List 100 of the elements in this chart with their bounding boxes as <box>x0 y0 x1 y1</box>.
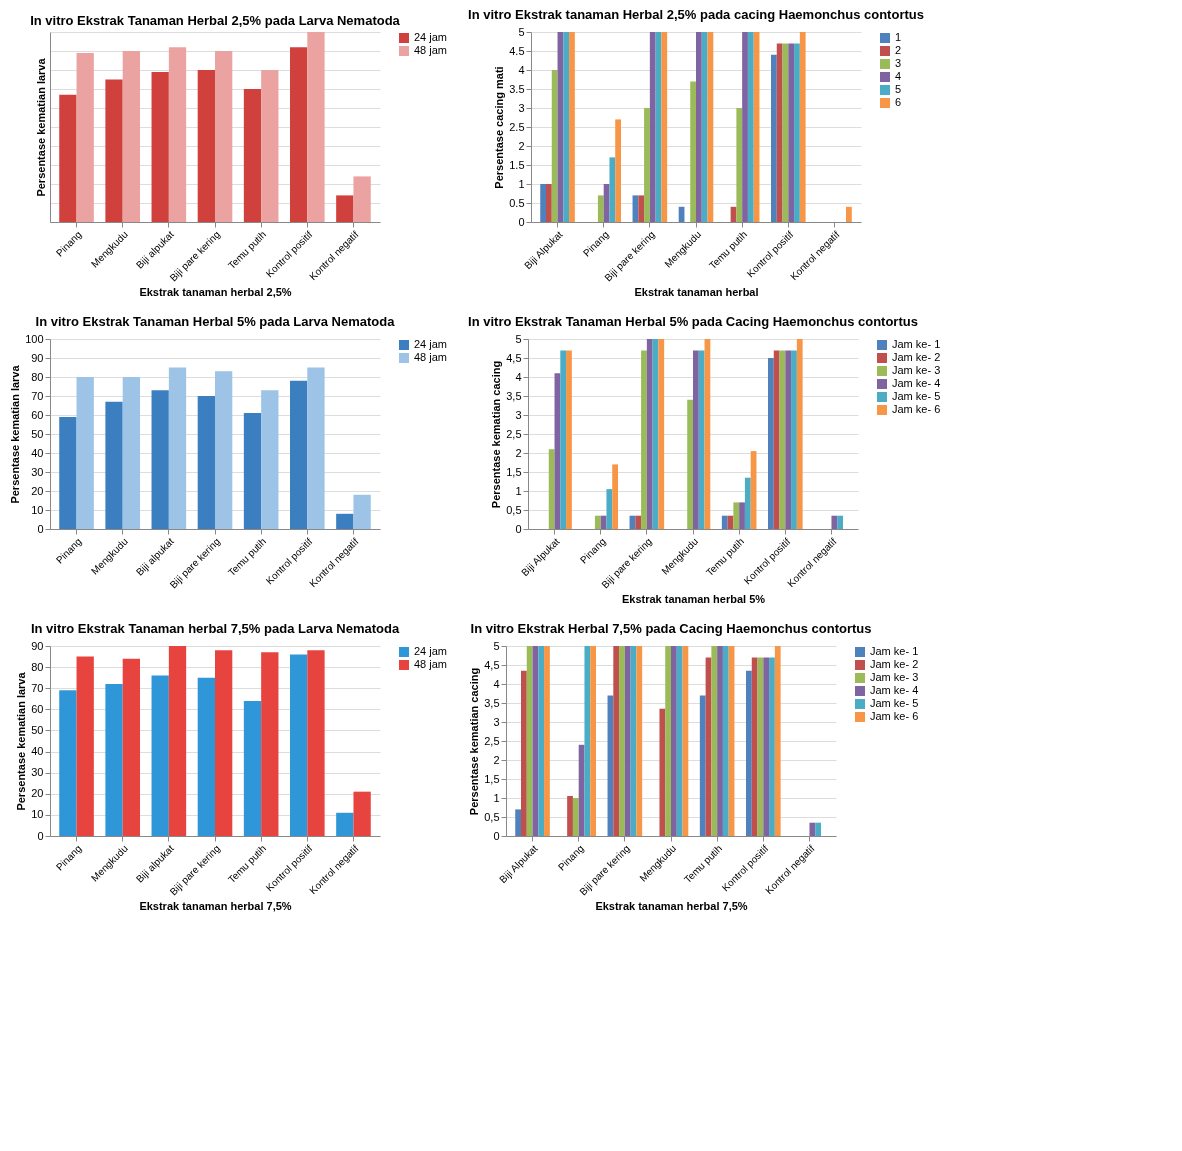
bar <box>215 371 233 529</box>
y-tick-label: 3 <box>518 101 525 114</box>
bar <box>151 675 169 836</box>
chart-title: In vitro Ekstrak Tanaman herbal 7,5% pada Larva Nematoda <box>30 621 400 636</box>
bar <box>197 396 215 529</box>
y-tick-label: 2 <box>518 139 525 152</box>
y-tick-label: 3 <box>515 408 522 421</box>
y-tick-label: 4,5 <box>484 658 500 671</box>
bar <box>594 515 601 529</box>
y-tick-label: 20 <box>31 484 44 497</box>
bar <box>665 646 671 836</box>
legend-label: 3 <box>895 57 902 69</box>
bar <box>526 646 533 836</box>
bar <box>290 380 308 529</box>
y-tick-label: 4 <box>493 677 500 690</box>
y-tick-label: 4 <box>515 370 522 383</box>
y-tick-label: 2,5 <box>506 427 522 440</box>
y-tick-label: 50 <box>31 427 44 440</box>
legend-label: Jam ke- 6 <box>870 710 919 722</box>
bar <box>609 157 616 222</box>
bar <box>597 195 604 222</box>
bar <box>791 350 797 529</box>
chart-title: In vitro Ekstrak Tanaman Herbal 5% pada Larva Nematoda <box>35 314 396 329</box>
y-tick-label: 4.5 <box>509 44 525 57</box>
bar <box>243 89 262 222</box>
bar <box>785 350 792 529</box>
legend-label: Jam ke- 2 <box>870 658 919 670</box>
bar <box>636 646 643 836</box>
bar <box>776 43 783 222</box>
bar <box>168 646 187 836</box>
y-tick-label: 0 <box>518 215 525 228</box>
y-tick-label: 1 <box>518 177 525 190</box>
bar <box>551 70 558 222</box>
legend-label: Jam ke- 4 <box>892 377 941 389</box>
bar <box>336 195 354 222</box>
chart-title: In vitro Ekstrak tanaman Herbal 2,5% pada cacing Haemonchus contortus <box>468 7 924 22</box>
bar <box>122 51 140 222</box>
y-tick-label: 2.5 <box>509 120 525 133</box>
y-tick-label: 2,5 <box>484 734 500 747</box>
bar <box>661 32 668 222</box>
bar <box>646 339 653 529</box>
y-tick-label: 40 <box>31 745 44 758</box>
y-tick-label: 100 <box>25 332 44 345</box>
bar <box>763 657 770 836</box>
y-tick-label: 0 <box>515 522 522 535</box>
legend-label: Jam ke- 3 <box>870 671 919 683</box>
bar <box>261 70 279 222</box>
y-tick-label: 5 <box>493 639 500 652</box>
bar <box>809 822 816 836</box>
y-tick-label: 70 <box>31 681 44 694</box>
bar <box>774 646 781 836</box>
bar <box>615 119 621 222</box>
legend-label: 24 jam <box>414 31 448 43</box>
bar <box>584 646 591 836</box>
bar <box>76 656 94 836</box>
y-tick-label: 2 <box>493 753 500 766</box>
y-tick-label: 30 <box>31 465 44 478</box>
bar <box>215 51 233 222</box>
y-tick-label: 1,5 <box>484 772 500 785</box>
bar <box>846 206 852 222</box>
bar <box>336 513 354 529</box>
bar <box>168 367 187 529</box>
legend-label: Jam ke- 5 <box>892 390 941 402</box>
bar <box>747 32 754 222</box>
bar <box>290 47 308 222</box>
bar <box>722 646 729 836</box>
bar <box>353 791 371 836</box>
bar <box>613 646 620 836</box>
y-tick-label: 3.5 <box>509 82 525 95</box>
x-axis-title: Ekstrak tanaman herbal 2,5% <box>139 286 292 299</box>
bar <box>151 71 169 222</box>
bar <box>773 350 780 529</box>
legend-label: 4 <box>895 70 902 82</box>
y-tick-label: 40 <box>31 446 44 459</box>
y-tick-label: 5 <box>518 25 525 38</box>
bar <box>59 416 77 529</box>
bar <box>353 494 371 529</box>
bar <box>290 654 308 836</box>
bar <box>831 515 838 529</box>
y-axis-title: Persentase kematian cacing <box>468 667 481 816</box>
bar <box>243 700 262 836</box>
x-axis-title: Ekstrak tanaman herbal 5% <box>621 593 766 606</box>
legend-label: 1 <box>895 31 902 43</box>
bar <box>769 657 775 836</box>
bar <box>105 684 123 836</box>
bar <box>742 32 748 222</box>
bar <box>521 670 527 836</box>
bar <box>590 646 596 836</box>
y-axis-title: Persentase cacing mati <box>493 66 506 189</box>
legend-label: 24 jam <box>414 645 448 657</box>
bar <box>307 650 325 836</box>
bar <box>59 690 77 836</box>
bar <box>546 184 552 222</box>
bar <box>736 108 743 222</box>
bar <box>168 47 187 222</box>
y-tick-label: 0.5 <box>509 196 525 209</box>
legend-label: Jam ke- 6 <box>892 403 941 415</box>
bar <box>701 32 708 222</box>
legend-label: Jam ke- 5 <box>870 697 919 709</box>
bar <box>744 477 751 529</box>
